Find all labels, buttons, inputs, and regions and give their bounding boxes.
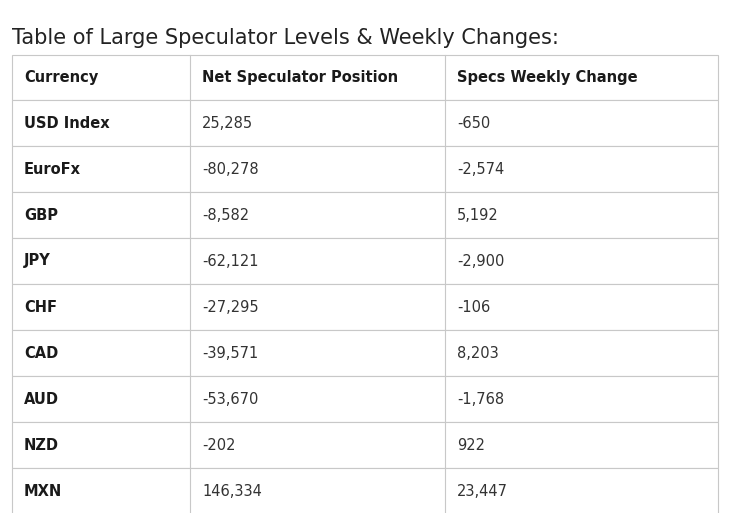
Text: -650: -650 bbox=[457, 115, 490, 130]
Text: JPY: JPY bbox=[24, 253, 51, 268]
Text: -27,295: -27,295 bbox=[202, 300, 259, 314]
Text: -2,574: -2,574 bbox=[457, 162, 504, 176]
Text: -106: -106 bbox=[457, 300, 490, 314]
Bar bbox=[12, 146, 718, 192]
Text: 8,203: 8,203 bbox=[457, 345, 499, 361]
Bar bbox=[12, 100, 718, 146]
Text: Currency: Currency bbox=[24, 70, 98, 85]
Text: NZD: NZD bbox=[24, 438, 59, 452]
Text: -53,670: -53,670 bbox=[202, 391, 259, 406]
Bar bbox=[12, 330, 718, 376]
Text: USD Index: USD Index bbox=[24, 115, 110, 130]
Text: -80,278: -80,278 bbox=[202, 162, 259, 176]
Text: Table of Large Speculator Levels & Weekly Changes:: Table of Large Speculator Levels & Weekl… bbox=[12, 28, 559, 48]
Text: 23,447: 23,447 bbox=[457, 483, 508, 499]
Bar bbox=[12, 376, 718, 422]
Text: -8,582: -8,582 bbox=[202, 207, 249, 223]
Text: CAD: CAD bbox=[24, 345, 58, 361]
Text: CHF: CHF bbox=[24, 300, 57, 314]
Text: Net Speculator Position: Net Speculator Position bbox=[202, 70, 398, 85]
Bar bbox=[12, 422, 718, 468]
Text: -62,121: -62,121 bbox=[202, 253, 259, 268]
Text: 146,334: 146,334 bbox=[202, 483, 262, 499]
Text: 5,192: 5,192 bbox=[457, 207, 499, 223]
Bar bbox=[12, 468, 718, 513]
Bar bbox=[12, 238, 718, 284]
Bar bbox=[12, 284, 718, 330]
Text: -2,900: -2,900 bbox=[457, 253, 504, 268]
Text: 25,285: 25,285 bbox=[202, 115, 253, 130]
Text: AUD: AUD bbox=[24, 391, 59, 406]
Text: 922: 922 bbox=[457, 438, 485, 452]
Text: GBP: GBP bbox=[24, 207, 58, 223]
Bar bbox=[12, 55, 718, 100]
Text: -202: -202 bbox=[202, 438, 236, 452]
Bar bbox=[12, 192, 718, 238]
Text: -1,768: -1,768 bbox=[457, 391, 504, 406]
Text: -39,571: -39,571 bbox=[202, 345, 259, 361]
Text: MXN: MXN bbox=[24, 483, 62, 499]
Text: EuroFx: EuroFx bbox=[24, 162, 81, 176]
Text: Specs Weekly Change: Specs Weekly Change bbox=[457, 70, 637, 85]
